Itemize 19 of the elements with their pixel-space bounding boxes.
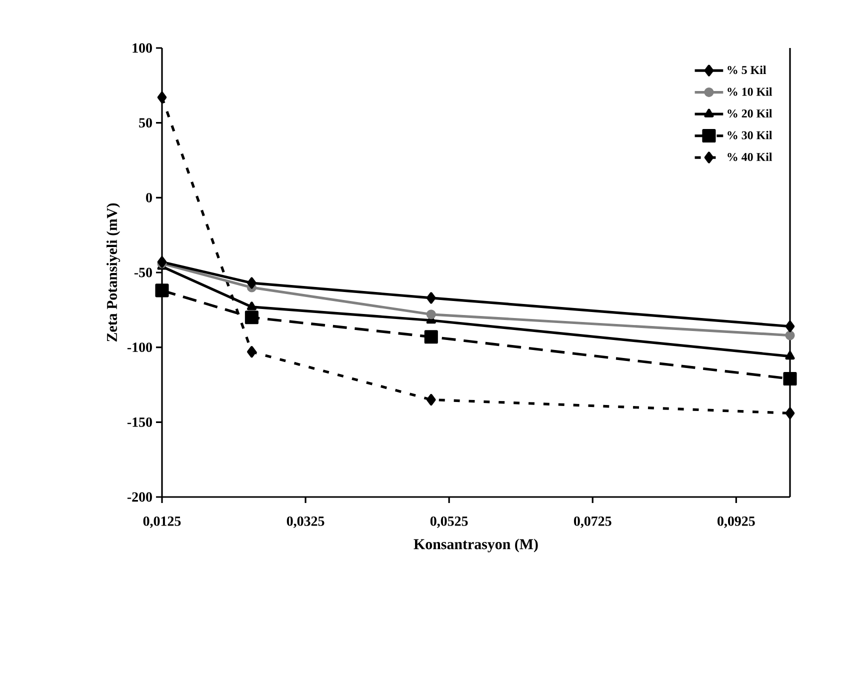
y-tick-label: -100 [127,342,152,352]
x-tick-label: 0,0525 [430,516,468,528]
y-tick-label: -200 [127,492,152,502]
x-axis-title: Konsantrasyon (M) [414,538,538,552]
y-tick-label: -50 [134,268,152,278]
y-axis-title: Zeta Potansiyeli (mV) [106,203,120,342]
y-tick-label: 50 [139,118,152,128]
y-tick-label: 0 [146,192,152,202]
x-tick-label: 0,0125 [143,516,181,528]
y-tick-label: 100 [132,43,152,53]
y-tick-label: -150 [127,417,152,427]
legend-label: % 10 Kil [728,87,772,96]
legend-label: % 20 Kil [728,109,772,118]
x-tick-label: 0,0325 [286,516,324,528]
legend-label: % 5 Kil [728,66,766,74]
x-tick-label: 0,0925 [718,516,755,528]
legend-label: % 30 Kil [728,130,772,140]
legend-label: % 40 Kil [728,152,772,162]
x-tick-label: 0,0725 [574,516,612,528]
